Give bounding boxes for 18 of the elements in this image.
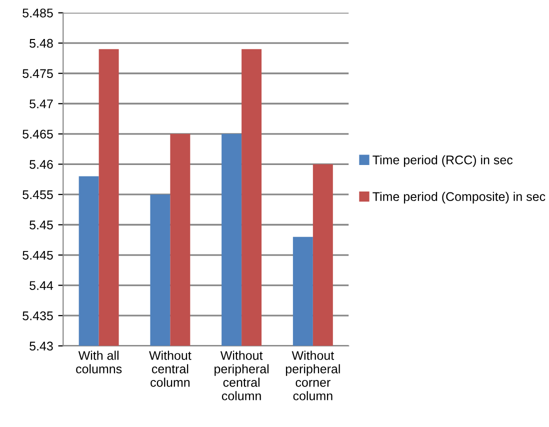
x-tick-label: Without peripheral corner column [286,350,340,400]
legend-label: Time period (RCC) in sec [372,155,513,167]
y-tick-label: 5.435 [22,311,53,320]
y-tick-label: 5.43 [30,342,53,351]
y-tick-label: 5.465 [22,130,53,139]
y-tick-label: 5.47 [30,100,53,108]
y-tick-label: 5.445 [22,250,53,260]
x-tick-label: Without peripheral central column [214,350,269,400]
y-tick-label: 5.46 [30,160,53,169]
y-tick-label: 5.48 [30,38,53,48]
legend-label: Time period (Composite) in sec [372,192,546,204]
y-tick-label: 5.455 [22,190,53,200]
y-tick-label: 5.45 [30,220,53,230]
y-tick-label: 5.485 [22,8,53,18]
y-tick-label: 5.475 [22,69,53,78]
x-tick-label: With all columns [76,350,122,374]
x-tick-label: Without central column [149,350,192,387]
y-tick-label: 5.44 [30,281,54,290]
